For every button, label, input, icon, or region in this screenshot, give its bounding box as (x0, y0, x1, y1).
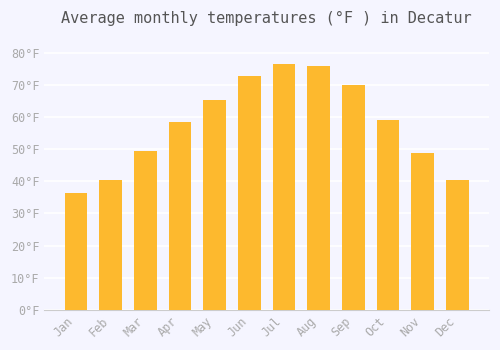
Bar (272, 64, 295, 310)
Bar (308, 66, 330, 310)
Bar (412, 153, 434, 310)
Bar (168, 122, 192, 310)
Bar (446, 180, 468, 310)
Bar (64, 193, 87, 310)
Bar (342, 85, 364, 310)
Bar (100, 180, 122, 310)
Title: Average monthly temperatures (°F ) in Decatur: Average monthly temperatures (°F ) in De… (62, 11, 472, 26)
Bar (134, 151, 156, 310)
Bar (204, 100, 226, 310)
Bar (238, 76, 260, 310)
Bar (377, 120, 400, 310)
